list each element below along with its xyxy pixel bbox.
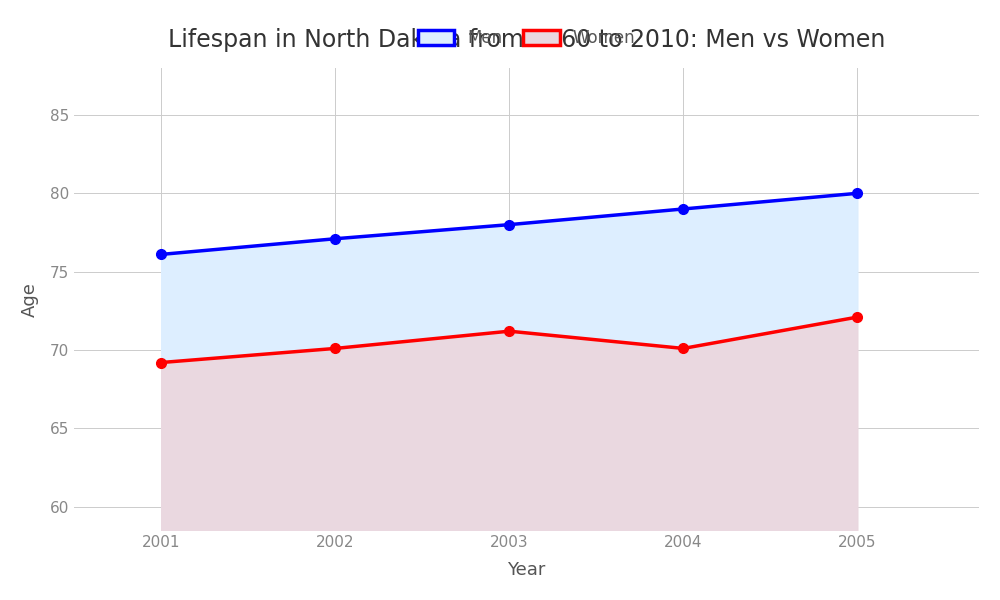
- Title: Lifespan in North Dakota from 1960 to 2010: Men vs Women: Lifespan in North Dakota from 1960 to 20…: [168, 28, 885, 52]
- Legend: Men, Women: Men, Women: [409, 21, 644, 55]
- Y-axis label: Age: Age: [21, 281, 39, 317]
- X-axis label: Year: Year: [507, 561, 546, 579]
